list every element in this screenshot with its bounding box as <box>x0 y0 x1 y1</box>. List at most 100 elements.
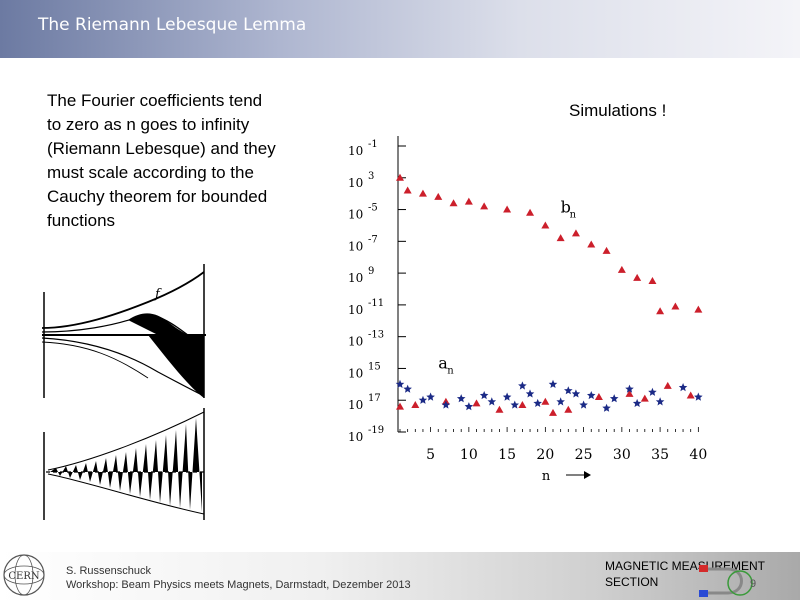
series-annotation-subscript: n <box>570 210 577 221</box>
data-point-triangle <box>587 240 596 248</box>
body-line: The Fourier coefficients tend <box>47 91 263 110</box>
y-tick-exponent: -13 <box>368 330 384 341</box>
body-line: (Riemann Lebesque) and they <box>47 139 276 158</box>
data-point-star <box>556 397 565 406</box>
y-tick-exponent: 17 <box>368 393 381 404</box>
data-point-triangle <box>594 393 603 401</box>
data-point-triangle <box>625 389 634 397</box>
x-axis-label: n <box>542 469 551 484</box>
y-tick-label: 10 <box>348 208 363 222</box>
y-tick-label: 10 <box>348 176 363 190</box>
data-point-star <box>548 379 558 388</box>
footer-workshop: Workshop: Beam Physics meets Magnets, Da… <box>66 579 411 591</box>
data-point-triangle <box>411 400 420 408</box>
footer-bar <box>0 552 800 600</box>
data-point-triangle <box>694 305 703 313</box>
data-point-triangle <box>564 405 573 413</box>
data-point-triangle <box>495 405 504 413</box>
y-tick-exponent: -7 <box>368 234 378 245</box>
data-point-triangle <box>449 199 458 207</box>
y-tick-exponent: -1 <box>368 139 378 150</box>
body-paragraph: The Fourier coefficients tend to zero as… <box>47 89 332 233</box>
data-point-triangle <box>396 402 404 410</box>
data-point-star <box>395 379 405 388</box>
data-point-triangle <box>656 307 665 315</box>
data-point-star <box>655 397 665 406</box>
title-bar: The Riemann Lebesque Lemma <box>0 0 800 58</box>
data-point-star <box>632 398 642 407</box>
simulations-label: Simulations ! <box>569 101 667 120</box>
series-annotation: b <box>561 198 571 217</box>
series-annotation-subscript: n <box>447 365 454 376</box>
y-tick-exponent: -5 <box>368 203 378 214</box>
data-point-star <box>694 392 703 401</box>
x-tick-label: 5 <box>426 447 435 463</box>
data-point-triangle <box>571 229 580 237</box>
y-tick-exponent: 15 <box>368 361 381 372</box>
coefficients-chart: 10 -1 10 3 10 -5 10 -7 10 9 10 -11 10 -13 10 15 10 17 10 -1… <box>348 136 707 484</box>
data-point-triangle <box>396 173 404 181</box>
body-line: must scale according to the <box>47 163 254 182</box>
data-point-triangle <box>663 381 672 389</box>
data-point-star <box>441 400 451 409</box>
data-point-star <box>602 403 611 412</box>
body-line: Cauchy theorem for bounded <box>47 187 268 206</box>
data-point-triangle <box>602 246 611 254</box>
data-point-triangle <box>556 234 565 242</box>
data-point-star <box>587 391 596 400</box>
series-annotation: a <box>438 353 448 372</box>
data-point-triangle <box>648 277 657 285</box>
y-tick-label: 10 <box>348 430 363 444</box>
body-line: to zero as n goes to infinity <box>47 115 250 134</box>
x-tick-label: 40 <box>689 447 707 463</box>
data-point-triangle <box>549 408 557 416</box>
data-point-star <box>418 395 428 404</box>
y-tick-label: 10 <box>348 303 363 317</box>
body-line: functions <box>47 211 116 230</box>
error-lobe-bottom <box>148 335 204 398</box>
data-point-triangle <box>686 391 695 399</box>
envelope-upper <box>47 411 205 471</box>
f-label: f <box>154 287 162 302</box>
data-point-triangle <box>633 273 642 281</box>
x-tick-label: 25 <box>575 447 593 463</box>
magnet-logo-icon: 9 <box>699 565 756 597</box>
x-tick-label: 35 <box>651 447 669 463</box>
x-tick-label: 20 <box>536 447 554 463</box>
footer-author: S. Russenschuck <box>66 565 151 577</box>
data-point-star <box>487 397 497 406</box>
data-point-star <box>456 394 466 403</box>
slide-title: The Riemann Lebesque Lemma <box>38 15 307 35</box>
y-tick-exponent: 9 <box>368 266 374 277</box>
data-point-triangle <box>541 221 550 229</box>
data-point-star <box>464 402 474 411</box>
data-point-triangle <box>617 265 626 273</box>
data-point-triangle <box>541 397 550 405</box>
y-tick-exponent: -19 <box>368 425 384 436</box>
approx-curve-lower <box>41 337 205 397</box>
page-number: 9 <box>750 578 756 590</box>
data-point-star <box>533 398 542 407</box>
data-point-star <box>625 384 634 393</box>
data-point-star <box>518 381 527 390</box>
data-point-star <box>479 391 489 400</box>
data-point-star <box>502 392 512 401</box>
y-tick-label: 10 <box>348 239 363 253</box>
data-point-star <box>678 383 688 392</box>
x-tick-label: 10 <box>460 447 478 463</box>
data-point-triangle <box>464 197 473 205</box>
y-tick-exponent: 3 <box>368 171 374 182</box>
y-tick-label: 10 <box>348 366 363 380</box>
data-point-triangle <box>518 400 527 408</box>
data-point-star <box>510 400 519 409</box>
y-tick-label: 10 <box>348 271 363 285</box>
footer-group-line2: SECTION <box>605 575 659 589</box>
error-lobe-top <box>128 313 188 335</box>
x-axis-arrowhead <box>584 471 591 479</box>
y-tick-label: 10 <box>348 398 363 412</box>
data-point-star <box>648 387 657 396</box>
data-point-star <box>571 389 581 398</box>
data-point-triangle <box>418 189 427 197</box>
data-point-triangle <box>480 202 489 210</box>
x-tick-label: 15 <box>498 447 516 463</box>
